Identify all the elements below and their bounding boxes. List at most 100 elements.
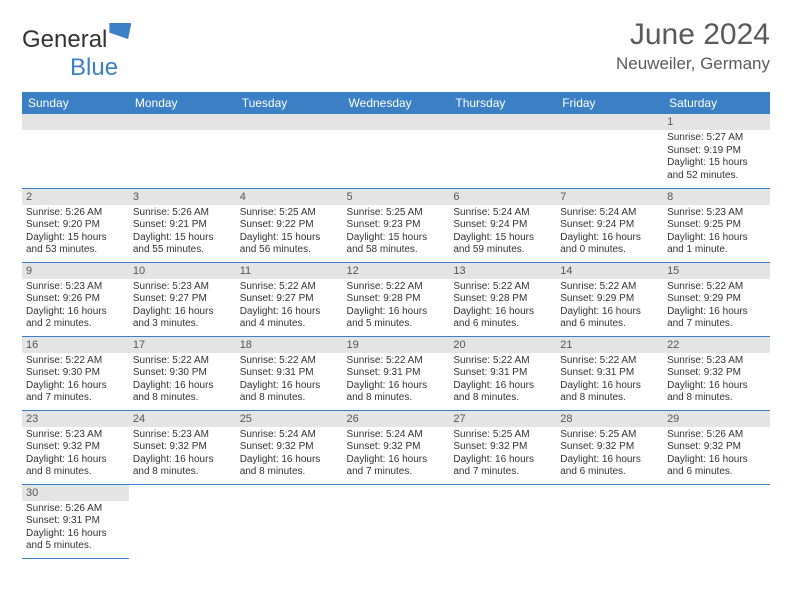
day-number-empty xyxy=(343,114,450,130)
calendar-cell-empty xyxy=(556,114,663,188)
calendar-cell-empty xyxy=(236,114,343,188)
logo-part2: Blue xyxy=(70,54,118,81)
day-number: 27 xyxy=(449,411,556,427)
calendar-cell: 22Sunrise: 5:23 AMSunset: 9:32 PMDayligh… xyxy=(663,336,770,410)
location: Neuweiler, Germany xyxy=(616,54,770,74)
logo-text: General Blue xyxy=(22,26,131,82)
day-number: 29 xyxy=(663,411,770,427)
calendar-cell: 29Sunrise: 5:26 AMSunset: 9:32 PMDayligh… xyxy=(663,410,770,484)
calendar-cell: 26Sunrise: 5:24 AMSunset: 9:32 PMDayligh… xyxy=(343,410,450,484)
calendar-cell: 15Sunrise: 5:22 AMSunset: 9:29 PMDayligh… xyxy=(663,262,770,336)
day-number: 7 xyxy=(556,189,663,205)
calendar-cell: 5Sunrise: 5:25 AMSunset: 9:23 PMDaylight… xyxy=(343,188,450,262)
day-details: Sunrise: 5:25 AMSunset: 9:23 PMDaylight:… xyxy=(343,205,450,259)
calendar-cell: 9Sunrise: 5:23 AMSunset: 9:26 PMDaylight… xyxy=(22,262,129,336)
calendar-cell-empty xyxy=(129,114,236,188)
weekday-header-row: SundayMondayTuesdayWednesdayThursdayFrid… xyxy=(22,92,770,114)
day-details: Sunrise: 5:22 AMSunset: 9:31 PMDaylight:… xyxy=(343,353,450,407)
calendar-cell: 6Sunrise: 5:24 AMSunset: 9:24 PMDaylight… xyxy=(449,188,556,262)
calendar-row: 16Sunrise: 5:22 AMSunset: 9:30 PMDayligh… xyxy=(22,336,770,410)
logo-part1: General xyxy=(22,26,107,53)
day-number: 16 xyxy=(22,337,129,353)
day-number: 8 xyxy=(663,189,770,205)
calendar-cell: 20Sunrise: 5:22 AMSunset: 9:31 PMDayligh… xyxy=(449,336,556,410)
day-number-empty xyxy=(129,114,236,130)
day-details: Sunrise: 5:23 AMSunset: 9:32 PMDaylight:… xyxy=(129,427,236,481)
calendar-cell: 4Sunrise: 5:25 AMSunset: 9:22 PMDaylight… xyxy=(236,188,343,262)
day-number: 11 xyxy=(236,263,343,279)
calendar-row: 2Sunrise: 5:26 AMSunset: 9:20 PMDaylight… xyxy=(22,188,770,262)
day-details: Sunrise: 5:25 AMSunset: 9:22 PMDaylight:… xyxy=(236,205,343,259)
calendar-cell-empty xyxy=(343,114,450,188)
day-details: Sunrise: 5:22 AMSunset: 9:29 PMDaylight:… xyxy=(556,279,663,333)
calendar-cell: 28Sunrise: 5:25 AMSunset: 9:32 PMDayligh… xyxy=(556,410,663,484)
day-number: 15 xyxy=(663,263,770,279)
day-details: Sunrise: 5:24 AMSunset: 9:32 PMDaylight:… xyxy=(236,427,343,481)
calendar-cell: 3Sunrise: 5:26 AMSunset: 9:21 PMDaylight… xyxy=(129,188,236,262)
day-number: 3 xyxy=(129,189,236,205)
title-block: June 2024 Neuweiler, Germany xyxy=(616,18,770,74)
calendar-cell: 16Sunrise: 5:22 AMSunset: 9:30 PMDayligh… xyxy=(22,336,129,410)
calendar-cell: 8Sunrise: 5:23 AMSunset: 9:25 PMDaylight… xyxy=(663,188,770,262)
day-number: 9 xyxy=(22,263,129,279)
day-details: Sunrise: 5:27 AMSunset: 9:19 PMDaylight:… xyxy=(663,130,770,184)
day-details: Sunrise: 5:22 AMSunset: 9:29 PMDaylight:… xyxy=(663,279,770,333)
calendar-cell-empty xyxy=(449,114,556,188)
day-number: 14 xyxy=(556,263,663,279)
day-details: Sunrise: 5:22 AMSunset: 9:30 PMDaylight:… xyxy=(129,353,236,407)
day-number: 4 xyxy=(236,189,343,205)
calendar-cell-empty xyxy=(663,484,770,558)
day-details: Sunrise: 5:22 AMSunset: 9:30 PMDaylight:… xyxy=(22,353,129,407)
day-details: Sunrise: 5:22 AMSunset: 9:28 PMDaylight:… xyxy=(343,279,450,333)
day-number-empty xyxy=(556,114,663,130)
day-number: 24 xyxy=(129,411,236,427)
calendar-row: 1Sunrise: 5:27 AMSunset: 9:19 PMDaylight… xyxy=(22,114,770,188)
weekday-header: Thursday xyxy=(449,92,556,114)
day-details: Sunrise: 5:23 AMSunset: 9:27 PMDaylight:… xyxy=(129,279,236,333)
day-number-empty xyxy=(449,114,556,130)
calendar-cell: 11Sunrise: 5:22 AMSunset: 9:27 PMDayligh… xyxy=(236,262,343,336)
calendar-cell-empty xyxy=(449,484,556,558)
logo-flag-icon xyxy=(109,23,131,39)
calendar-row: 9Sunrise: 5:23 AMSunset: 9:26 PMDaylight… xyxy=(22,262,770,336)
day-details: Sunrise: 5:25 AMSunset: 9:32 PMDaylight:… xyxy=(449,427,556,481)
day-details: Sunrise: 5:22 AMSunset: 9:31 PMDaylight:… xyxy=(236,353,343,407)
calendar-cell-empty xyxy=(129,484,236,558)
day-number: 10 xyxy=(129,263,236,279)
day-number: 12 xyxy=(343,263,450,279)
header: General Blue June 2024 Neuweiler, German… xyxy=(22,18,770,82)
calendar-cell: 19Sunrise: 5:22 AMSunset: 9:31 PMDayligh… xyxy=(343,336,450,410)
day-number-empty xyxy=(22,114,129,130)
day-details: Sunrise: 5:26 AMSunset: 9:31 PMDaylight:… xyxy=(22,501,129,555)
day-number: 21 xyxy=(556,337,663,353)
day-number: 1 xyxy=(663,114,770,130)
day-number: 25 xyxy=(236,411,343,427)
logo: General Blue xyxy=(22,26,131,82)
day-number: 19 xyxy=(343,337,450,353)
page-title: June 2024 xyxy=(616,18,770,52)
day-details: Sunrise: 5:24 AMSunset: 9:32 PMDaylight:… xyxy=(343,427,450,481)
calendar-cell: 18Sunrise: 5:22 AMSunset: 9:31 PMDayligh… xyxy=(236,336,343,410)
day-details: Sunrise: 5:25 AMSunset: 9:32 PMDaylight:… xyxy=(556,427,663,481)
calendar-cell-empty xyxy=(22,114,129,188)
calendar-body: 1Sunrise: 5:27 AMSunset: 9:19 PMDaylight… xyxy=(22,114,770,558)
day-number: 18 xyxy=(236,337,343,353)
calendar-cell: 25Sunrise: 5:24 AMSunset: 9:32 PMDayligh… xyxy=(236,410,343,484)
day-number: 23 xyxy=(22,411,129,427)
day-details: Sunrise: 5:22 AMSunset: 9:31 PMDaylight:… xyxy=(449,353,556,407)
calendar-cell: 23Sunrise: 5:23 AMSunset: 9:32 PMDayligh… xyxy=(22,410,129,484)
day-number: 30 xyxy=(22,485,129,501)
day-number-empty xyxy=(236,114,343,130)
day-details: Sunrise: 5:23 AMSunset: 9:26 PMDaylight:… xyxy=(22,279,129,333)
calendar-cell: 10Sunrise: 5:23 AMSunset: 9:27 PMDayligh… xyxy=(129,262,236,336)
calendar-cell: 2Sunrise: 5:26 AMSunset: 9:20 PMDaylight… xyxy=(22,188,129,262)
calendar-cell: 1Sunrise: 5:27 AMSunset: 9:19 PMDaylight… xyxy=(663,114,770,188)
calendar-cell: 30Sunrise: 5:26 AMSunset: 9:31 PMDayligh… xyxy=(22,484,129,558)
day-number: 2 xyxy=(22,189,129,205)
day-details: Sunrise: 5:23 AMSunset: 9:32 PMDaylight:… xyxy=(22,427,129,481)
day-details: Sunrise: 5:26 AMSunset: 9:21 PMDaylight:… xyxy=(129,205,236,259)
day-number: 28 xyxy=(556,411,663,427)
day-details: Sunrise: 5:22 AMSunset: 9:27 PMDaylight:… xyxy=(236,279,343,333)
day-details: Sunrise: 5:22 AMSunset: 9:31 PMDaylight:… xyxy=(556,353,663,407)
weekday-header: Saturday xyxy=(663,92,770,114)
